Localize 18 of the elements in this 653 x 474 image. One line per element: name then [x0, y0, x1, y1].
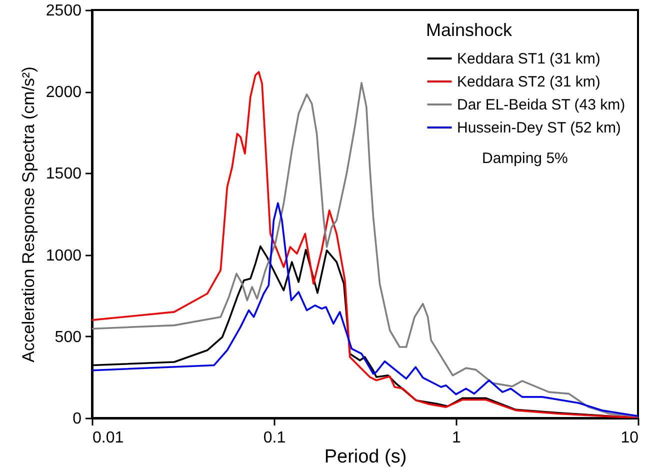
y-tick-label: 1000	[46, 247, 82, 264]
annotation: Damping 5%	[482, 150, 568, 167]
legend-label: Keddara ST1 (31 km)	[457, 50, 600, 68]
x-axis-title: Period (s)	[324, 446, 407, 468]
y-axis-title: Acceleration Response Spectra (cm/s²)	[18, 66, 38, 362]
x-tick-label: 10	[620, 430, 639, 446]
y-tick-label: 2500	[46, 2, 82, 20]
legend-title: Mainshock	[426, 20, 514, 40]
x-tick-label: 0.01	[92, 430, 124, 446]
y-tick-label: 1500	[46, 166, 82, 183]
legend-label: Dar EL-Beida ST (43 km)	[457, 96, 626, 114]
x-tick-label: 1	[452, 430, 462, 446]
y-tick-label: 2000	[46, 84, 82, 102]
y-tick-label: 0	[72, 410, 82, 428]
x-tick-label: 0.1	[263, 430, 286, 446]
y-tick-label: 500	[54, 328, 82, 346]
legend-label: Keddara ST2 (31 km)	[457, 74, 600, 90]
legend-label: Hussein-Dey ST (52 km)	[457, 120, 621, 136]
